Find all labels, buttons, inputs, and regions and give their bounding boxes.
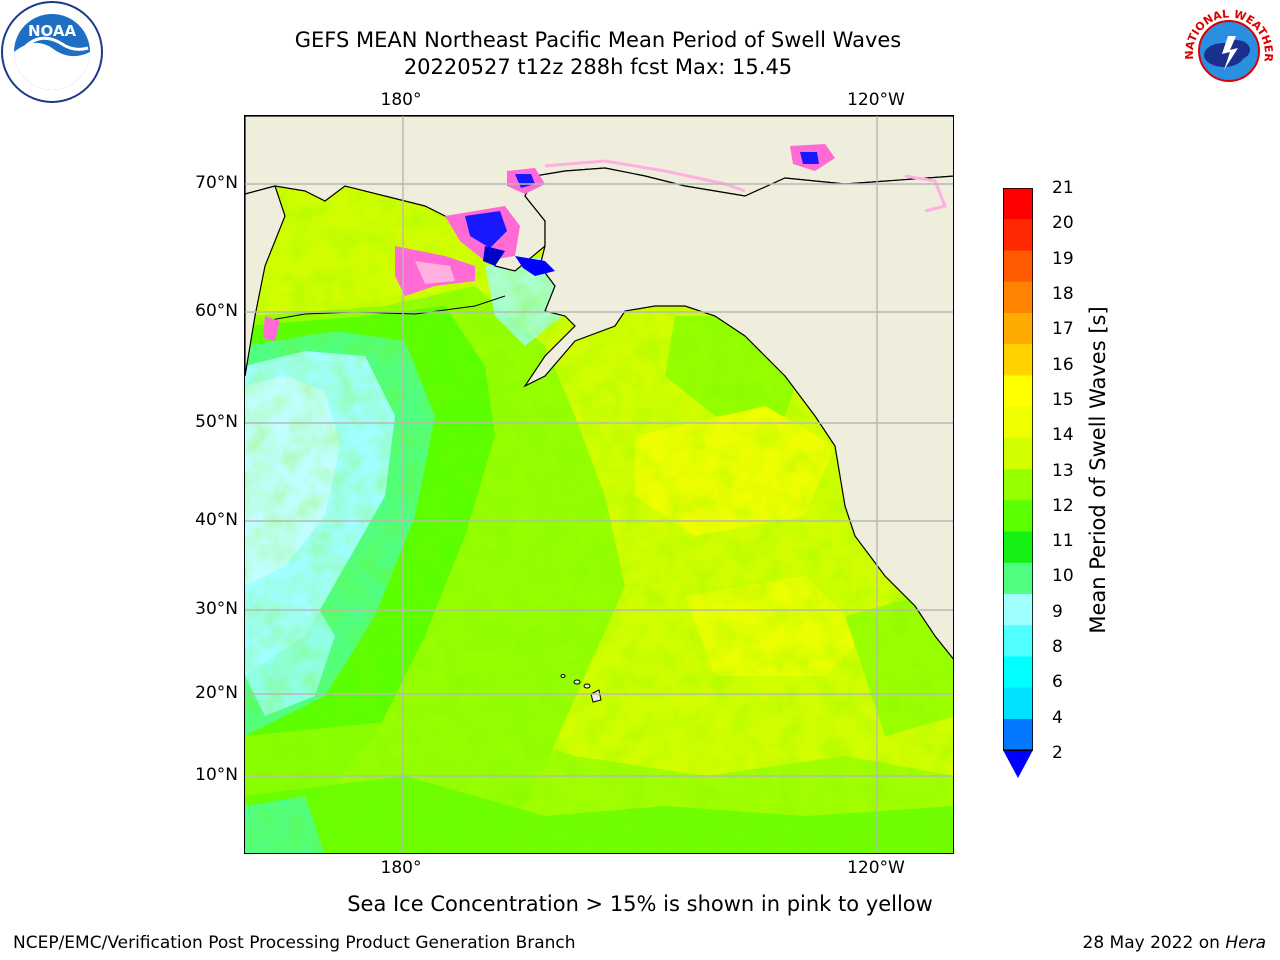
colorbar-tick-label: 20	[1052, 213, 1074, 234]
colorbar-segment	[1003, 594, 1033, 626]
colorbar-extend-triangle	[1003, 750, 1033, 779]
lon-label-top-120w: 120°W	[847, 90, 905, 110]
colorbar-segments	[1003, 188, 1033, 751]
sea-ice-note-text: Sea Ice Concentration > 15% is shown in …	[347, 892, 933, 916]
lat-label-40n: 40°N	[195, 510, 238, 530]
colorbar-segment	[1003, 531, 1033, 564]
colorbar-segment	[1003, 469, 1033, 501]
land-masses	[245, 116, 953, 703]
lat-label-20n: 20°N	[195, 683, 238, 703]
colorbar	[1003, 188, 1033, 779]
lat-label-70n: 70°N	[195, 173, 238, 193]
nws-logo: NATIONAL WEATHER SERVICE	[1178, 0, 1278, 100]
sea-ice-overlay	[263, 144, 948, 341]
colorbar-segment	[1003, 188, 1033, 220]
colorbar-segment	[1003, 281, 1033, 314]
colorbar-tick-label: 13	[1052, 460, 1074, 481]
lat-label-60n: 60°N	[195, 301, 238, 321]
lon-label-top-180: 180°	[380, 90, 422, 110]
swell-period-field	[245, 116, 953, 853]
lon-label-bottom-180: 180°	[380, 858, 422, 878]
footer-date: 28 May 2022 on Hera	[1083, 933, 1267, 953]
colorbar-tick-label: 17	[1052, 319, 1074, 340]
lat-label-10n: 10°N	[195, 765, 238, 785]
colorbar-tick-label: 10	[1052, 566, 1074, 587]
colorbar-tick-label: 18	[1052, 283, 1074, 304]
colorbar-tick-label: 4	[1052, 707, 1063, 728]
lat-label-30n: 30°N	[195, 599, 238, 619]
colorbar-tick-label: 14	[1052, 425, 1074, 446]
colorbar-segment	[1003, 718, 1033, 751]
colorbar-tick-label: 16	[1052, 354, 1074, 375]
colorbar-tick-label: 15	[1052, 389, 1074, 410]
colorbar-tick-label: 12	[1052, 495, 1074, 516]
colorbar-title: Mean Period of Swell Waves [s]	[1086, 306, 1110, 634]
colorbar-segment	[1003, 375, 1033, 408]
footer-date-text: 28 May 2022 on	[1082, 933, 1220, 953]
colorbar-tick-label: 9	[1052, 601, 1063, 622]
map-frame	[244, 115, 954, 854]
colorbar-segment	[1003, 406, 1033, 439]
colorbar-tick-label: 21	[1052, 178, 1074, 198]
chart-subtitle: 20220527 t12z 288h fcst Max: 15.45	[403, 55, 793, 79]
colorbar-tick-label: 19	[1052, 248, 1074, 269]
lon-label-bottom-120w: 120°W	[847, 858, 905, 878]
colorbar-segment	[1003, 656, 1033, 689]
colorbar-tick-label: 2	[1052, 743, 1063, 763]
colorbar-segment	[1003, 250, 1033, 283]
colorbar-tick-label: 8	[1052, 637, 1063, 658]
lat-label-50n: 50°N	[195, 412, 238, 432]
colorbar-segment	[1003, 312, 1033, 345]
colorbar-tick-label: 6	[1052, 672, 1063, 693]
colorbar-segment	[1003, 687, 1033, 720]
colorbar-segment	[1003, 562, 1033, 595]
noaa-logo: NOAA	[1, 1, 103, 103]
colorbar-segment	[1003, 500, 1033, 533]
colorbar-tick-label: 11	[1052, 531, 1074, 552]
graticule	[245, 116, 953, 853]
footer-credit: NCEP/EMC/Verification Post Processing Pr…	[13, 933, 576, 953]
map-canvas	[245, 116, 953, 853]
footer-host: Hera	[1225, 933, 1266, 953]
chart-title: GEFS MEAN Northeast Pacific Mean Period …	[294, 28, 902, 52]
hawaii-islands	[560, 674, 602, 703]
sea-ice-note: Sea Ice Concentration > 15% is shown in …	[0, 892, 1280, 916]
colorbar-segment	[1003, 437, 1033, 470]
colorbar-segment	[1003, 625, 1033, 657]
colorbar-segment	[1003, 219, 1033, 251]
colorbar-segment	[1003, 344, 1033, 376]
noaa-logo-text: NOAA	[28, 22, 77, 40]
